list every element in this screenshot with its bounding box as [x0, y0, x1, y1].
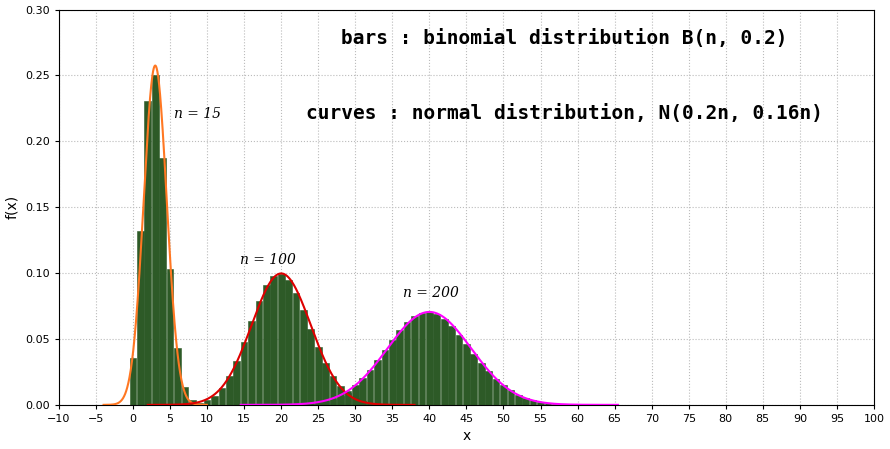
- Bar: [152, 75, 158, 405]
- Bar: [137, 231, 143, 405]
- Bar: [337, 386, 344, 405]
- Y-axis label: f(x): f(x): [5, 195, 20, 219]
- Bar: [396, 330, 403, 405]
- Bar: [211, 396, 218, 405]
- Text: bars : binomial distribution B(n, 0.2): bars : binomial distribution B(n, 0.2): [341, 29, 788, 48]
- Bar: [433, 314, 441, 405]
- Bar: [329, 399, 336, 405]
- Bar: [300, 404, 307, 405]
- Bar: [463, 344, 470, 405]
- Bar: [560, 404, 566, 405]
- Bar: [337, 396, 344, 405]
- Bar: [315, 403, 321, 405]
- Bar: [352, 398, 359, 405]
- Bar: [322, 401, 329, 405]
- Bar: [197, 403, 203, 405]
- Bar: [130, 358, 136, 405]
- Bar: [411, 316, 418, 405]
- Bar: [307, 404, 314, 405]
- Bar: [418, 313, 425, 405]
- Bar: [307, 329, 314, 405]
- Bar: [374, 404, 381, 405]
- Text: n = 100: n = 100: [240, 253, 296, 267]
- Bar: [449, 326, 455, 405]
- Text: n = 200: n = 200: [403, 286, 459, 300]
- Bar: [197, 404, 203, 405]
- Bar: [352, 385, 359, 405]
- Bar: [271, 276, 277, 405]
- X-axis label: x: x: [462, 429, 471, 444]
- Bar: [166, 269, 174, 405]
- Bar: [263, 285, 270, 405]
- Bar: [241, 342, 247, 405]
- Bar: [144, 101, 151, 405]
- Bar: [344, 393, 352, 405]
- Bar: [255, 301, 263, 405]
- Bar: [360, 401, 366, 405]
- Bar: [552, 404, 559, 405]
- Bar: [426, 312, 433, 405]
- Text: n = 15: n = 15: [174, 106, 221, 121]
- Text: curves : normal distribution, N(0.2n, 0.16n): curves : normal distribution, N(0.2n, 0.…: [306, 105, 822, 123]
- Bar: [367, 370, 374, 405]
- Bar: [300, 310, 307, 405]
- Bar: [500, 385, 506, 405]
- Bar: [441, 319, 448, 405]
- Bar: [286, 280, 292, 405]
- Bar: [204, 401, 210, 405]
- Bar: [485, 371, 492, 405]
- Bar: [219, 388, 225, 405]
- Bar: [545, 403, 551, 405]
- Bar: [382, 350, 388, 405]
- Bar: [329, 376, 336, 405]
- Bar: [182, 387, 188, 405]
- Bar: [493, 379, 499, 405]
- Bar: [471, 354, 477, 405]
- Bar: [456, 335, 462, 405]
- Bar: [367, 403, 374, 405]
- Bar: [293, 293, 299, 405]
- Bar: [515, 395, 522, 405]
- Bar: [278, 274, 285, 405]
- Bar: [174, 348, 181, 405]
- Bar: [233, 361, 240, 405]
- Bar: [248, 321, 255, 405]
- Bar: [159, 158, 166, 405]
- Bar: [389, 340, 396, 405]
- Bar: [360, 378, 366, 405]
- Bar: [507, 391, 514, 405]
- Bar: [189, 401, 196, 405]
- Bar: [189, 404, 196, 405]
- Bar: [404, 322, 410, 405]
- Bar: [374, 360, 381, 405]
- Bar: [530, 400, 537, 405]
- Bar: [226, 376, 232, 405]
- Bar: [478, 363, 484, 405]
- Bar: [538, 401, 544, 405]
- Bar: [344, 391, 352, 405]
- Bar: [322, 363, 329, 405]
- Bar: [315, 347, 321, 405]
- Bar: [522, 398, 529, 405]
